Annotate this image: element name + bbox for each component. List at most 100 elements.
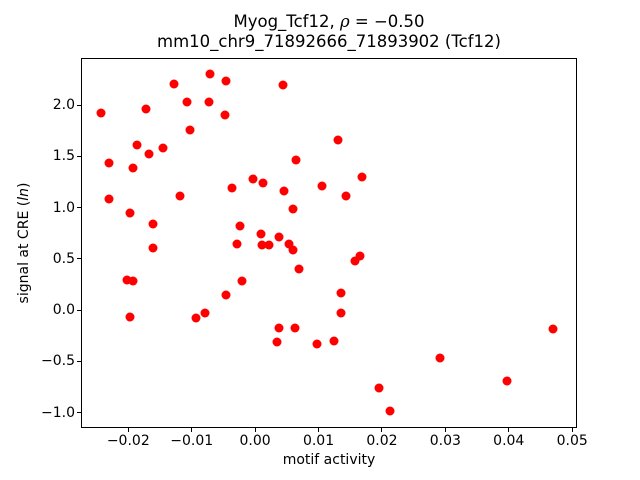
data-point <box>357 172 367 182</box>
data-point <box>502 376 512 386</box>
data-point <box>435 353 445 363</box>
y-tick-mark <box>77 360 81 362</box>
x-tick-label: 0.00 <box>239 433 271 449</box>
data-point <box>288 204 298 214</box>
x-tick-mark <box>508 428 510 432</box>
data-point <box>291 155 301 165</box>
data-point <box>258 178 268 188</box>
data-point <box>191 313 201 323</box>
data-point <box>290 323 300 333</box>
data-point <box>205 69 215 79</box>
chart-title-block: Myog_Tcf12, ρ = −0.50 mm10_chr9_71892666… <box>82 12 576 52</box>
data-point <box>221 76 231 86</box>
x-tick-label: 0.04 <box>493 433 525 449</box>
data-point <box>329 336 339 346</box>
x-axis-label: motif activity <box>282 452 376 468</box>
data-point <box>125 312 135 322</box>
data-point <box>355 251 365 261</box>
x-tick-mark <box>318 428 320 432</box>
rho-symbol: ρ <box>339 12 350 31</box>
data-point <box>148 219 158 229</box>
y-tick-mark <box>77 258 81 260</box>
title-prefix: Myog_Tcf12, <box>233 12 340 31</box>
y-tick-label: −1.0 <box>41 404 75 421</box>
y-tick-label: 0.5 <box>52 250 75 267</box>
data-point <box>317 181 327 191</box>
x-tick-mark <box>444 428 446 432</box>
y-tick-mark <box>77 412 81 414</box>
data-point <box>279 186 289 196</box>
data-point <box>221 290 231 300</box>
data-point <box>158 143 168 153</box>
plot-area <box>81 58 577 428</box>
y-tick-mark <box>77 104 81 106</box>
data-point <box>125 208 135 218</box>
data-point <box>128 276 138 286</box>
data-point <box>336 308 346 318</box>
data-point <box>235 221 245 231</box>
data-point <box>144 149 154 159</box>
data-point <box>278 80 288 90</box>
x-tick-label: 0.05 <box>556 433 588 449</box>
data-point <box>200 308 210 318</box>
data-point <box>294 264 304 274</box>
x-tick-mark <box>381 428 383 432</box>
title-rho-value: = −0.50 <box>349 12 425 31</box>
y-tick-label: −0.5 <box>41 353 75 370</box>
x-tick-mark <box>191 428 193 432</box>
data-point <box>336 288 346 298</box>
x-tick-mark <box>254 428 256 432</box>
data-point <box>341 191 351 201</box>
y-tick-mark <box>77 155 81 157</box>
data-point <box>288 245 298 255</box>
data-point <box>274 323 284 333</box>
y-tick-mark <box>77 207 81 209</box>
data-point <box>104 194 114 204</box>
data-point <box>274 232 284 242</box>
x-tick-mark <box>127 428 129 432</box>
data-point <box>182 97 192 107</box>
data-point <box>333 135 343 145</box>
x-tick-label: 0.02 <box>366 433 398 449</box>
data-point <box>272 337 282 347</box>
data-point <box>232 239 242 248</box>
data-point <box>104 158 114 168</box>
data-point <box>248 174 258 184</box>
y-tick-label: 1.0 <box>52 199 75 216</box>
chart-title: Myog_Tcf12, ρ = −0.50 <box>82 12 576 32</box>
data-point <box>264 240 274 250</box>
data-point <box>141 104 151 114</box>
data-point <box>256 229 266 239</box>
data-point <box>148 243 158 253</box>
x-tick-label: −0.02 <box>106 433 150 449</box>
data-point <box>385 406 395 416</box>
y-tick-mark <box>77 309 81 311</box>
x-tick-label: 0.01 <box>302 433 335 449</box>
x-tick-mark <box>571 428 573 432</box>
data-point <box>257 240 267 250</box>
data-point <box>284 239 294 248</box>
data-point <box>312 339 322 349</box>
data-point <box>204 97 214 107</box>
data-point <box>185 125 195 135</box>
data-point <box>128 163 138 173</box>
x-tick-label: 0.03 <box>429 433 461 449</box>
y-axis-label-close-paren: ) <box>16 182 32 189</box>
x-tick-label: −0.01 <box>170 433 214 449</box>
data-point <box>96 108 106 118</box>
data-point <box>132 140 142 150</box>
data-point <box>548 324 558 334</box>
data-point <box>169 79 179 89</box>
data-point <box>220 110 230 120</box>
y-tick-label: 1.5 <box>52 148 75 165</box>
y-tick-label: 2.0 <box>52 97 75 114</box>
chart-subtitle: mm10_chr9_71892666_71893902 (Tcf12) <box>157 32 501 51</box>
data-point <box>227 183 237 193</box>
data-point <box>175 191 185 201</box>
data-point <box>122 275 132 285</box>
y-tick-label: 0.0 <box>52 302 75 319</box>
data-point <box>237 276 247 286</box>
data-point <box>374 383 384 393</box>
data-point <box>350 256 360 266</box>
